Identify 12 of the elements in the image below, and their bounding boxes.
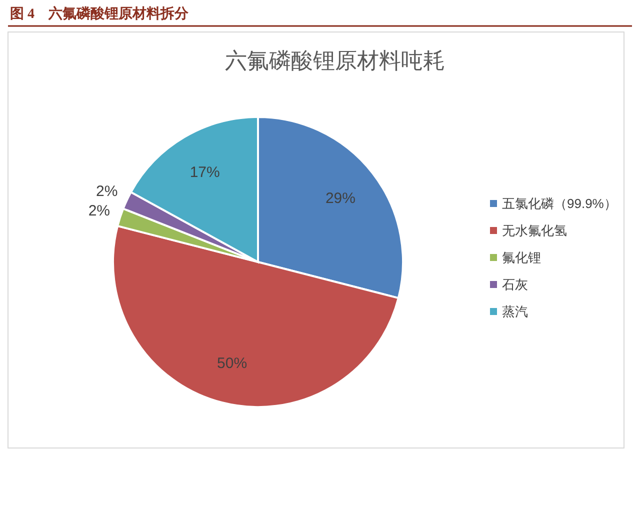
- legend-label: 氟化锂: [502, 250, 541, 265]
- legend-label: 无水氟化氢: [502, 223, 567, 238]
- data-label: 29%: [325, 190, 356, 208]
- data-label: 2%: [88, 202, 110, 220]
- chart-title: 六氟磷酸锂原材料吨耗: [225, 48, 445, 73]
- data-label: 2%: [96, 182, 118, 200]
- legend-label: 石灰: [502, 277, 528, 292]
- data-label: 17%: [190, 164, 220, 182]
- legend-label: 五氯化磷（99.9%）: [502, 196, 617, 211]
- caption: 图 4 六氟磷酸锂原材料拆分: [10, 5, 190, 22]
- legend-label: 蒸汽: [502, 304, 528, 319]
- data-label: 50%: [217, 355, 248, 372]
